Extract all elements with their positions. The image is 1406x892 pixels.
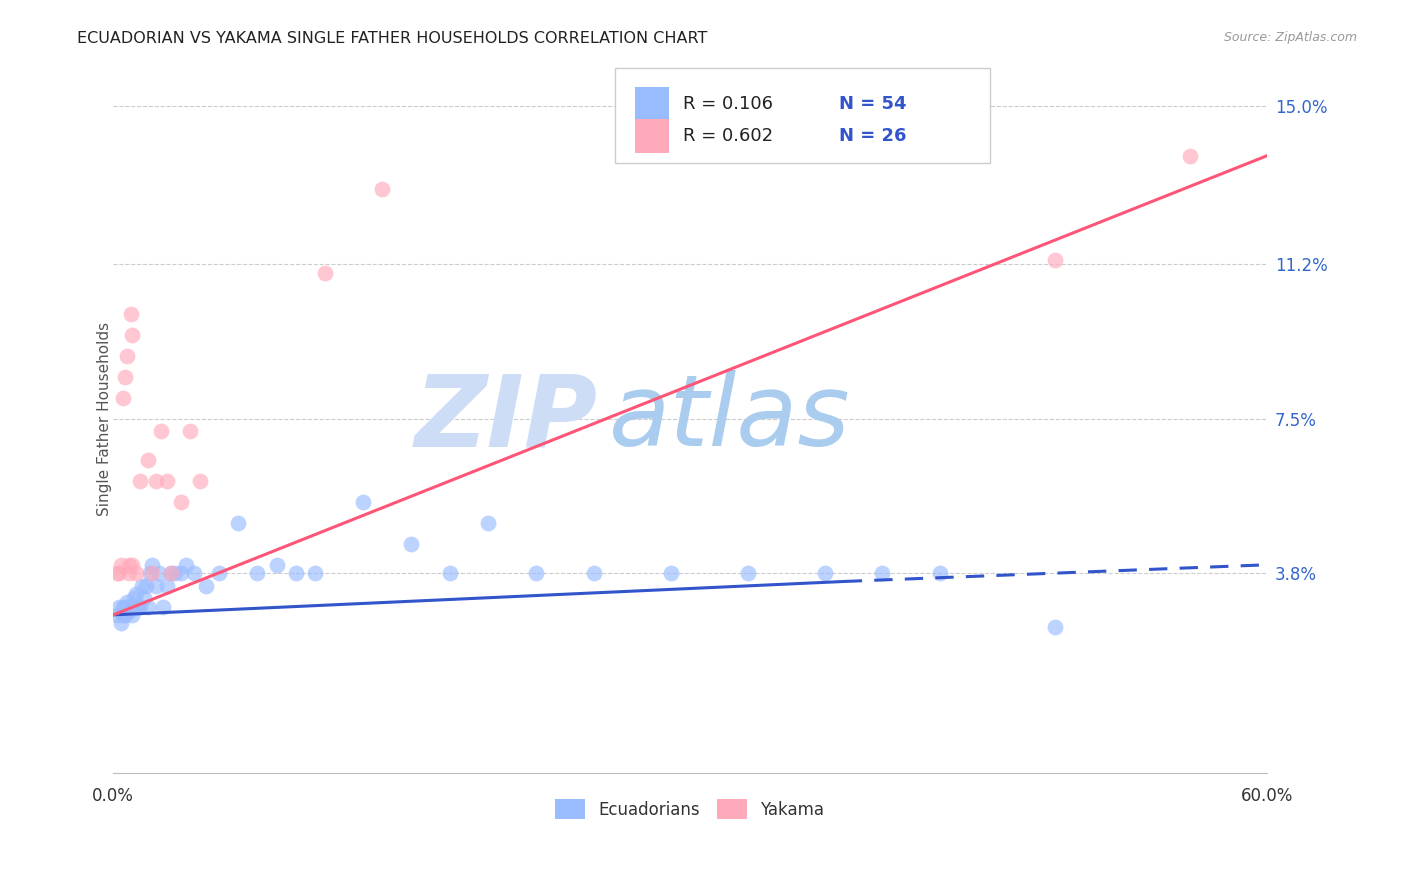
FancyBboxPatch shape: [614, 68, 990, 163]
Point: [160, 566, 183, 581]
Point: [399, 537, 422, 551]
Point: [105, 607, 128, 622]
Point: [813, 566, 835, 581]
Point: [352, 495, 374, 509]
Text: R = 0.602: R = 0.602: [683, 127, 773, 145]
Point: [141, 558, 163, 572]
Point: [108, 566, 131, 581]
Point: [208, 566, 231, 581]
Point: [129, 475, 152, 489]
Point: [160, 566, 183, 581]
Text: N = 54: N = 54: [839, 95, 907, 112]
Point: [111, 599, 134, 614]
Point: [156, 579, 179, 593]
Point: [131, 579, 153, 593]
Point: [524, 566, 547, 581]
Point: [139, 566, 162, 581]
Point: [121, 558, 143, 572]
Point: [120, 599, 142, 614]
Point: [114, 370, 136, 384]
Point: [183, 566, 205, 581]
Text: N = 26: N = 26: [839, 127, 907, 145]
Point: [132, 591, 155, 606]
Point: [136, 453, 159, 467]
Point: [127, 599, 149, 614]
Point: [150, 424, 173, 438]
Point: [582, 566, 605, 581]
Point: [115, 604, 138, 618]
Point: [110, 558, 132, 572]
Point: [125, 587, 148, 601]
Point: [117, 604, 139, 618]
Point: [266, 558, 288, 572]
FancyBboxPatch shape: [634, 119, 669, 153]
Point: [120, 307, 142, 321]
Point: [226, 516, 249, 530]
Point: [1043, 253, 1066, 268]
Point: [136, 599, 159, 614]
Point: [108, 599, 131, 614]
Point: [737, 566, 759, 581]
Point: [145, 475, 167, 489]
Point: [659, 566, 682, 581]
Point: [870, 566, 893, 581]
Point: [114, 607, 136, 622]
Legend: Ecuadorians, Yakama: Ecuadorians, Yakama: [548, 793, 831, 825]
Point: [114, 599, 136, 614]
Point: [121, 328, 143, 343]
Point: [111, 607, 134, 622]
Text: atlas: atlas: [609, 370, 851, 467]
Point: [141, 566, 163, 581]
Point: [179, 424, 201, 438]
Point: [124, 591, 146, 606]
Point: [163, 566, 186, 581]
Y-axis label: Single Father Households: Single Father Households: [97, 322, 112, 516]
FancyBboxPatch shape: [634, 87, 669, 120]
Point: [125, 599, 148, 614]
Point: [304, 566, 326, 581]
Point: [115, 595, 138, 609]
Point: [111, 391, 134, 405]
Point: [135, 579, 157, 593]
Point: [314, 266, 336, 280]
Point: [121, 607, 143, 622]
Text: ECUADORIAN VS YAKAMA SINGLE FATHER HOUSEHOLDS CORRELATION CHART: ECUADORIAN VS YAKAMA SINGLE FATHER HOUSE…: [77, 31, 707, 46]
Point: [152, 599, 174, 614]
Point: [129, 599, 152, 614]
Point: [105, 566, 128, 581]
Point: [145, 579, 167, 593]
Point: [156, 475, 179, 489]
Point: [124, 599, 146, 614]
Point: [176, 558, 198, 572]
Point: [284, 566, 307, 581]
Point: [371, 182, 394, 196]
Point: [169, 495, 191, 509]
Point: [117, 599, 139, 614]
Point: [246, 566, 269, 581]
Point: [117, 558, 139, 572]
Point: [188, 475, 211, 489]
Text: Source: ZipAtlas.com: Source: ZipAtlas.com: [1223, 31, 1357, 45]
Point: [115, 349, 138, 363]
Point: [194, 579, 217, 593]
Text: R = 0.106: R = 0.106: [683, 95, 773, 112]
Point: [477, 516, 499, 530]
Point: [148, 566, 170, 581]
Point: [110, 616, 132, 631]
Point: [125, 566, 148, 581]
Point: [121, 599, 143, 614]
Point: [1043, 620, 1066, 634]
Point: [1178, 149, 1201, 163]
Point: [928, 566, 950, 581]
Point: [169, 566, 191, 581]
Text: ZIP: ZIP: [415, 370, 598, 467]
Point: [439, 566, 461, 581]
Point: [117, 566, 139, 581]
